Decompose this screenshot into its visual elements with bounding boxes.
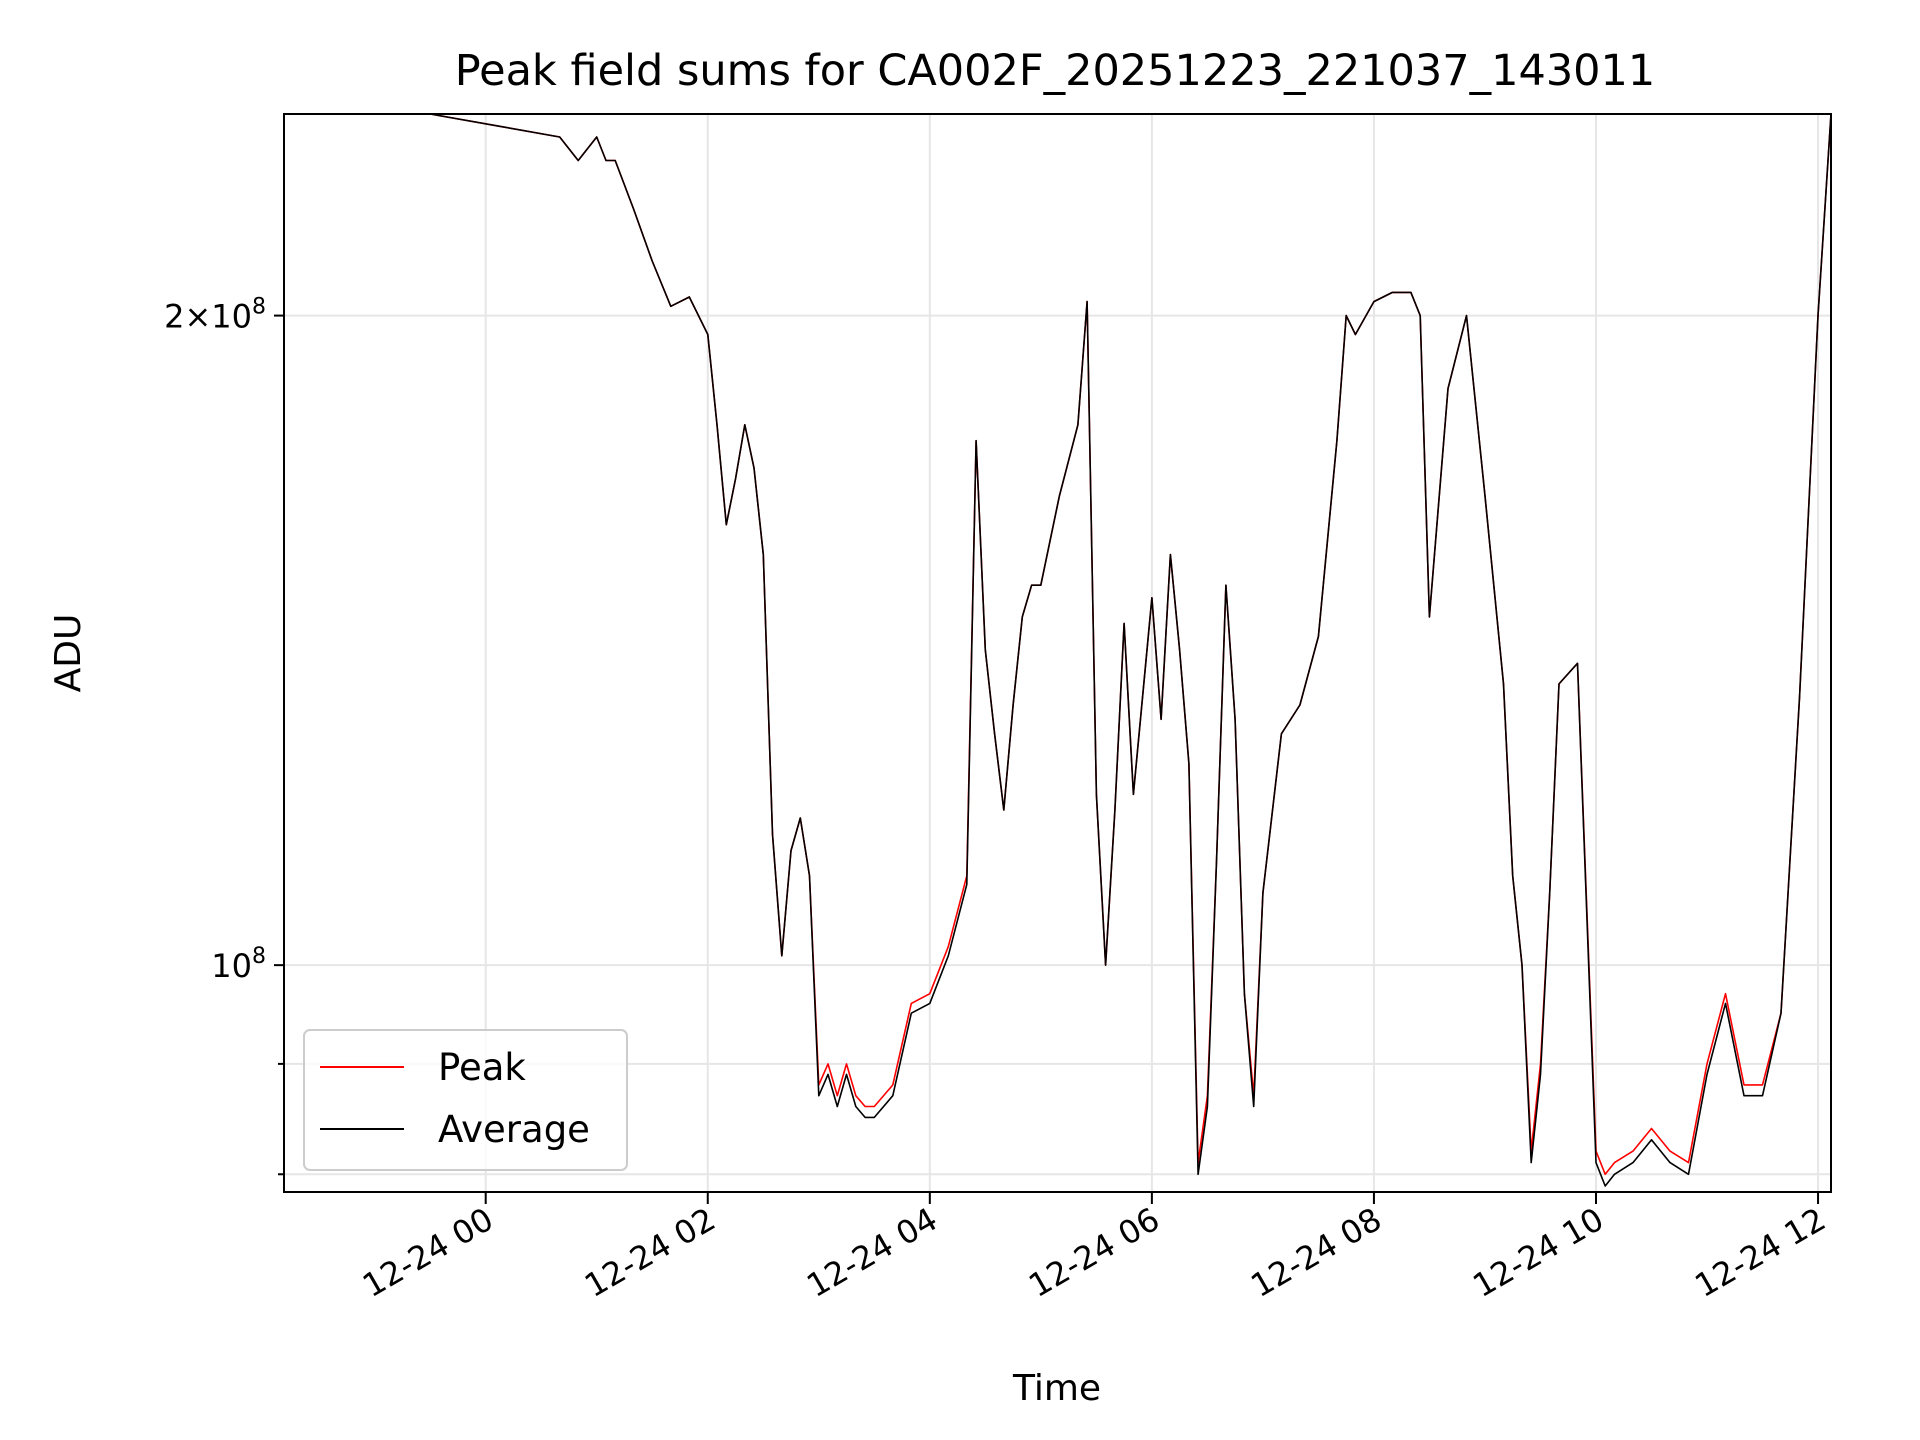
plot-frame [283, 113, 1832, 1193]
series-line-average [284, 113, 1832, 1187]
legend-box [303, 1029, 628, 1171]
legend-average-label: Average [438, 1108, 590, 1151]
legend: Peak Average [303, 1029, 628, 1171]
y-axis-label: ADU [48, 614, 89, 693]
legend-peak-label: Peak [438, 1046, 526, 1089]
x-axis-label: Time [1012, 1368, 1101, 1409]
y-tick-label: 108 [211, 944, 266, 985]
chart-title: Peak field sums for CA002F_20251223_2210… [455, 46, 1656, 96]
y-axis: 108 2×108 [164, 295, 284, 1176]
series-lines [284, 113, 1832, 1187]
y-tick-label: 2×108 [164, 295, 266, 336]
